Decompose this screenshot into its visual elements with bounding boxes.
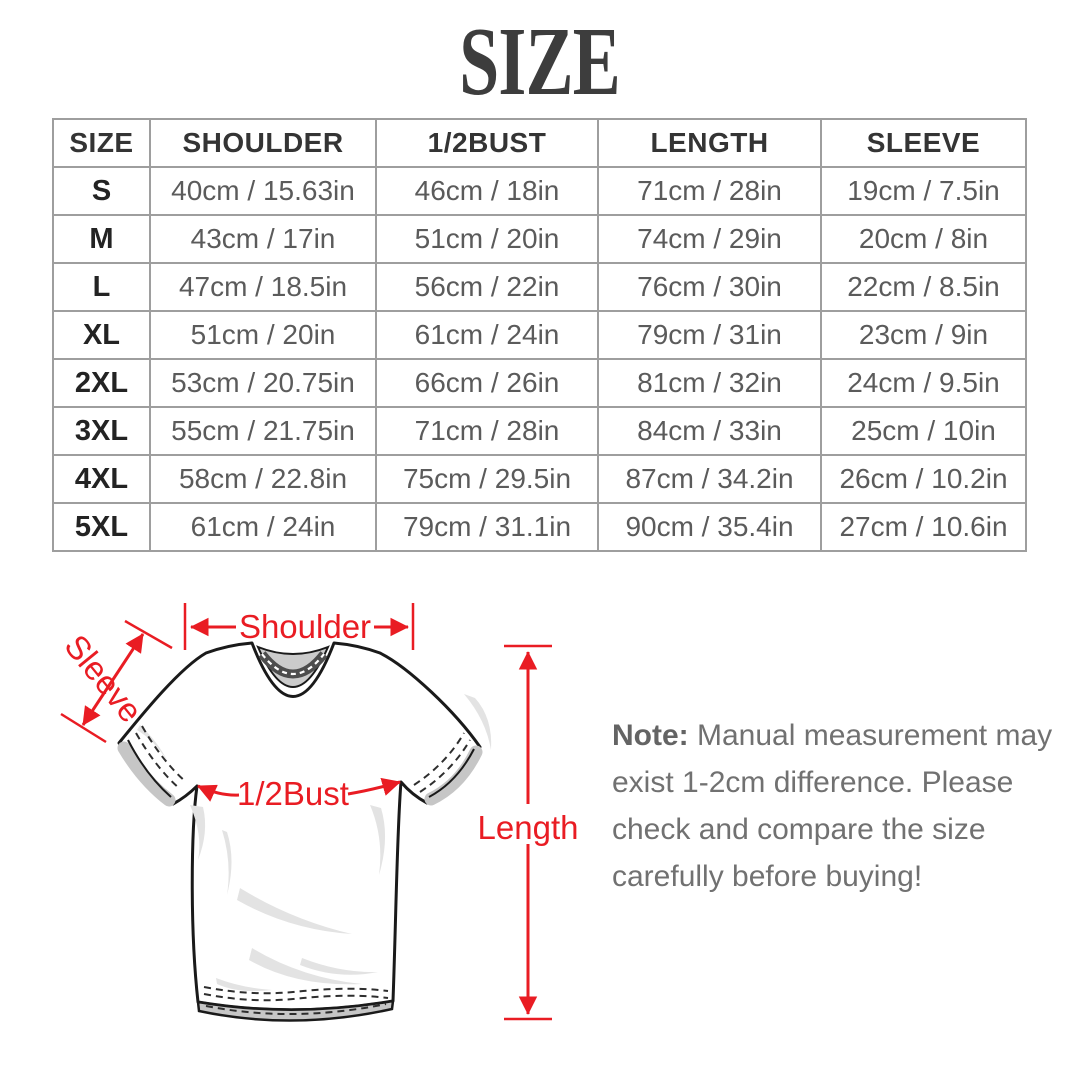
size-cell: L bbox=[52, 262, 151, 312]
length-label: Length bbox=[478, 809, 579, 846]
table-row: 4XL 58cm / 22.8in 75cm / 29.5in 87cm / 34.2… bbox=[52, 454, 1027, 504]
table-row: S 40cm / 15.63in 46cm / 18in 71cm / 28in 19c… bbox=[52, 166, 1027, 216]
value-cell: 79cm / 31.1in bbox=[375, 502, 599, 552]
header-cell: SHOULDER bbox=[149, 118, 377, 168]
note-line: Manual measurement may bbox=[697, 719, 1053, 752]
note-line: exist 1-2cm difference. Please bbox=[612, 766, 1014, 799]
value-cell: 25cm / 10in bbox=[820, 406, 1027, 456]
hem-band bbox=[196, 999, 395, 1022]
note-line: carefully before buying! bbox=[612, 860, 923, 893]
value-cell: 81cm / 32in bbox=[597, 358, 822, 408]
size-cell: M bbox=[52, 214, 151, 264]
header-cell: SIZE bbox=[52, 118, 151, 168]
value-cell: 76cm / 30in bbox=[597, 262, 822, 312]
size-cell: S bbox=[52, 166, 151, 216]
value-cell: 46cm / 18in bbox=[375, 166, 599, 216]
size-cell: XL bbox=[52, 310, 151, 360]
value-cell: 19cm / 7.5in bbox=[820, 166, 1027, 216]
header-cell: 1/2BUST bbox=[375, 118, 599, 168]
value-cell: 84cm / 33in bbox=[597, 406, 822, 456]
note-label: Note: bbox=[612, 719, 689, 752]
value-cell: 20cm / 8in bbox=[820, 214, 1027, 264]
shoulder-measure: Shoulder bbox=[183, 603, 415, 650]
value-cell: 66cm / 26in bbox=[375, 358, 599, 408]
shoulder-label: Shoulder bbox=[239, 608, 371, 645]
size-cell: 3XL bbox=[52, 406, 151, 456]
page-title-text: SIZE bbox=[459, 8, 621, 115]
page-title: SIZE bbox=[0, 12, 1080, 112]
table-row: L 47cm / 18.5in 56cm / 22in 76cm / 30in 22cm… bbox=[52, 262, 1027, 312]
value-cell: 53cm / 20.75in bbox=[149, 358, 377, 408]
length-measure: Length bbox=[478, 644, 579, 1021]
value-cell: 27cm / 10.6in bbox=[820, 502, 1027, 552]
value-cell: 43cm / 17in bbox=[149, 214, 377, 264]
value-cell: 40cm / 15.63in bbox=[149, 166, 377, 216]
half-bust-measure: 1/2Bust bbox=[197, 775, 401, 812]
value-cell: 79cm / 31in bbox=[597, 310, 822, 360]
value-cell: 51cm / 20in bbox=[149, 310, 377, 360]
value-cell: 55cm / 21.75in bbox=[149, 406, 377, 456]
tshirt-body bbox=[117, 641, 482, 1012]
tshirt-measurement-diagram: Shoulder Sleeve 1/2Bust Length bbox=[57, 603, 579, 1022]
value-cell: 87cm / 34.2in bbox=[597, 454, 822, 504]
table-row: 3XL 55cm / 21.75in 71cm / 28in 84cm / 33in 2… bbox=[52, 406, 1027, 456]
value-cell: 71cm / 28in bbox=[375, 406, 599, 456]
half-bust-label: 1/2Bust bbox=[237, 775, 349, 812]
size-cell: 5XL bbox=[52, 502, 151, 552]
table-row: 2XL 53cm / 20.75in 66cm / 26in 81cm / 32in 2… bbox=[52, 358, 1027, 408]
collar-inside bbox=[256, 645, 330, 688]
table-row: 5XL 61cm / 24in 79cm / 31.1in 90cm / 35.4in… bbox=[52, 502, 1027, 552]
tshirt-illustration bbox=[117, 641, 492, 1022]
value-cell: 61cm / 24in bbox=[375, 310, 599, 360]
value-cell: 61cm / 24in bbox=[149, 502, 377, 552]
value-cell: 23cm / 9in bbox=[820, 310, 1027, 360]
value-cell: 24cm / 9.5in bbox=[820, 358, 1027, 408]
value-cell: 71cm / 28in bbox=[597, 166, 822, 216]
value-cell: 75cm / 29.5in bbox=[375, 454, 599, 504]
note-line: check and compare the size bbox=[612, 813, 986, 846]
measurement-note: Note: Manual measurement may exist 1-2cm… bbox=[612, 712, 1072, 900]
table-row: M 43cm / 17in 51cm / 20in 74cm / 29in 20cm /… bbox=[52, 214, 1027, 264]
value-cell: 26cm / 10.2in bbox=[820, 454, 1027, 504]
header-cell: LENGTH bbox=[597, 118, 822, 168]
value-cell: 58cm / 22.8in bbox=[149, 454, 377, 504]
value-cell: 22cm / 8.5in bbox=[820, 262, 1027, 312]
size-cell: 2XL bbox=[52, 358, 151, 408]
size-table: SIZE SHOULDER 1/2BUST LENGTH SLEEVE S 40cm / … bbox=[52, 118, 1027, 552]
size-table-body: S 40cm / 15.63in 46cm / 18in 71cm / 28in 19c… bbox=[52, 166, 1027, 552]
value-cell: 47cm / 18.5in bbox=[149, 262, 377, 312]
value-cell: 51cm / 20in bbox=[375, 214, 599, 264]
table-row: XL 51cm / 20in 61cm / 24in 79cm / 31in 23cm … bbox=[52, 310, 1027, 360]
value-cell: 90cm / 35.4in bbox=[597, 502, 822, 552]
size-cell: 4XL bbox=[52, 454, 151, 504]
value-cell: 56cm / 22in bbox=[375, 262, 599, 312]
value-cell: 74cm / 29in bbox=[597, 214, 822, 264]
size-table-head: SIZE SHOULDER 1/2BUST LENGTH SLEEVE bbox=[52, 118, 1027, 168]
header-cell: SLEEVE bbox=[820, 118, 1027, 168]
